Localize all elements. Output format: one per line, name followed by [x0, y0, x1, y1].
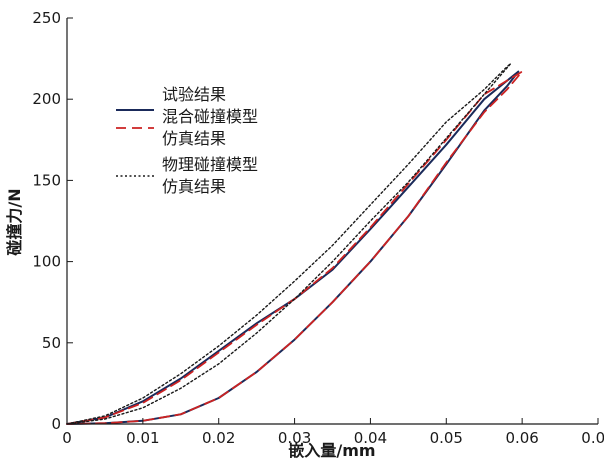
y-ticks: 0 50 100 150 200 250 — [32, 9, 73, 433]
y-tick-label: 50 — [42, 334, 61, 352]
series-line-3 — [66, 62, 512, 425]
x-tick-label: 0.04 — [354, 429, 387, 447]
plot-area — [66, 62, 523, 425]
x-tick-label: 0 — [62, 429, 72, 447]
x-axis-title: 嵌入量/mm — [288, 441, 375, 460]
legend-label-2: 混合碰撞模型 — [162, 107, 258, 126]
x-tick-label: 0.05 — [430, 429, 463, 447]
series-line-1 — [66, 70, 520, 425]
axes — [66, 18, 598, 425]
series-line-2 — [66, 70, 523, 425]
legend-label-1: 试验结果 — [162, 85, 226, 104]
y-tick-label: 100 — [32, 253, 61, 271]
x-tick-label: 0.02 — [202, 429, 235, 447]
y-tick-label: 150 — [32, 171, 61, 189]
x-tick-label: 0.01 — [126, 429, 159, 447]
y-tick-label: 250 — [32, 9, 61, 27]
legend-label-3: 仿真结果 — [162, 177, 226, 196]
x-tick-label: 0.07 — [581, 429, 604, 447]
y-tick-label: 0 — [51, 415, 61, 433]
y-tick-label: 200 — [32, 90, 61, 108]
y-axis-title: 碰撞力/N — [5, 188, 24, 255]
legend-label-2: 仿真结果 — [162, 129, 226, 148]
x-tick-label: 0.03 — [278, 429, 311, 447]
x-ticks: 0 0.01 0.02 0.03 0.04 0.05 0.06 0.07 — [62, 418, 604, 447]
x-tick-label: 0.06 — [505, 429, 538, 447]
legend-label-3: 物理碰撞模型 — [162, 155, 258, 174]
